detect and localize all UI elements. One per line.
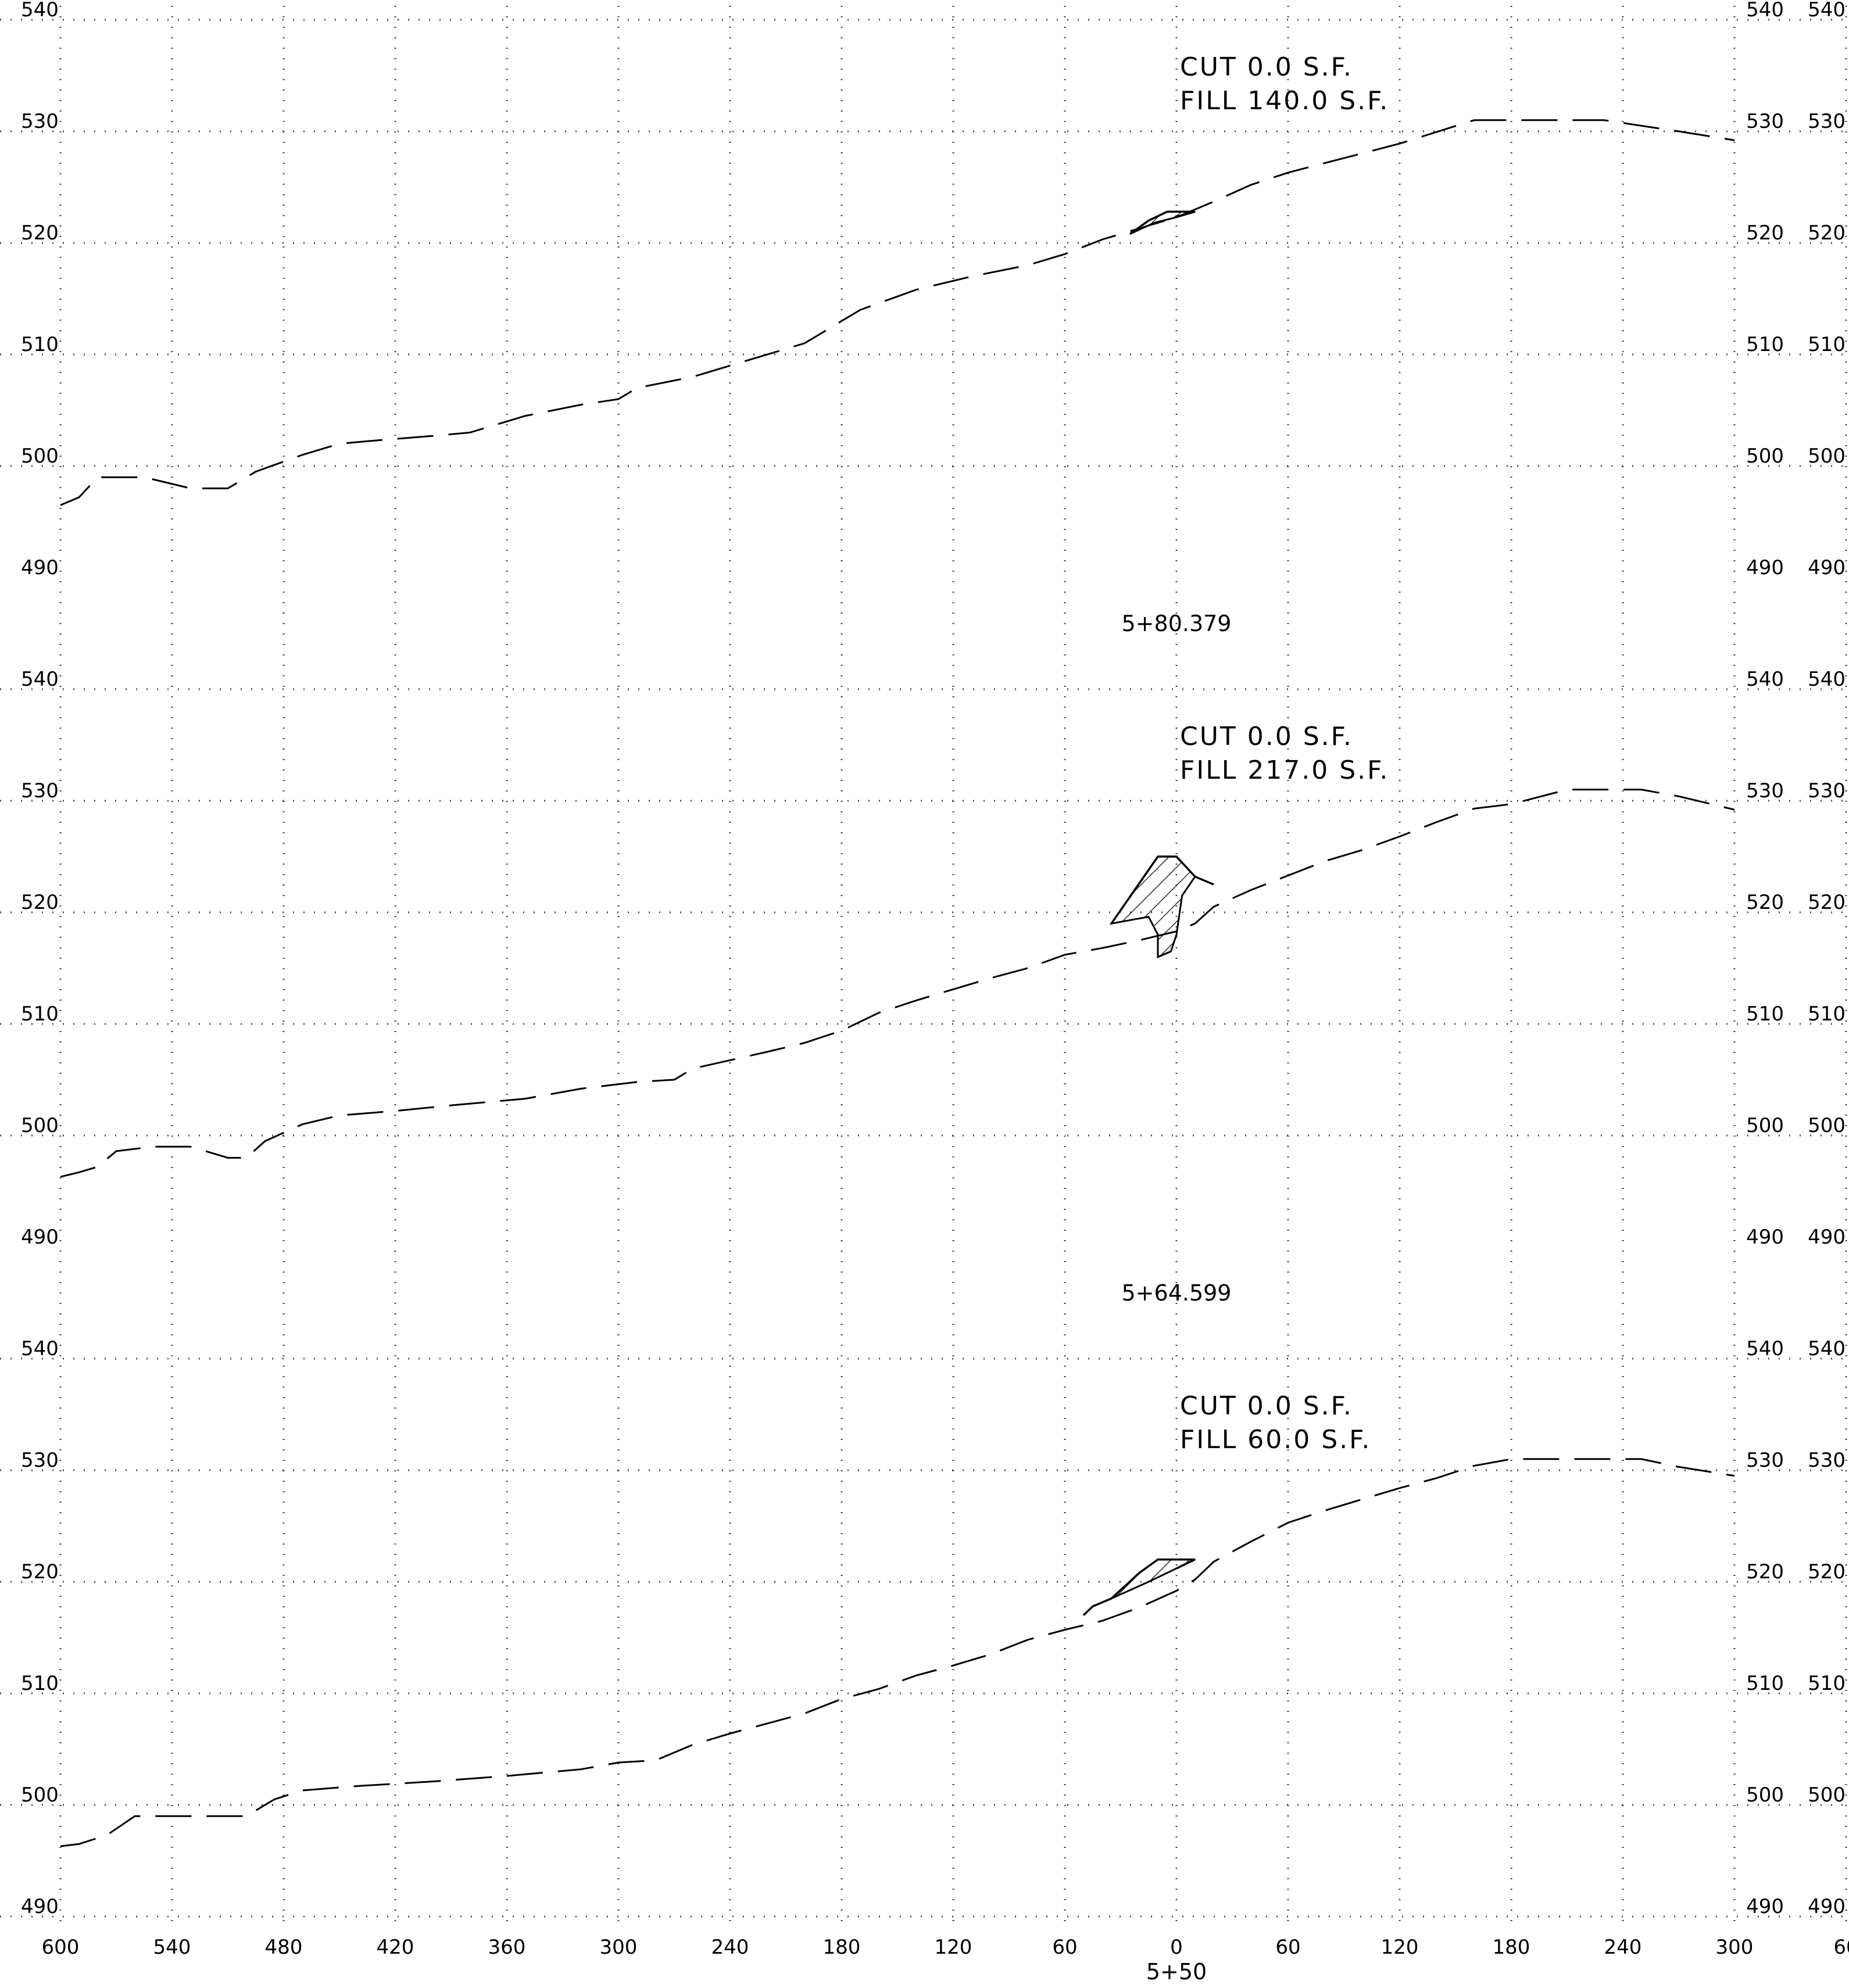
offset-tick-label: 240	[1604, 1936, 1642, 1959]
elevation-label-left: 510	[21, 1002, 59, 1026]
elevation-label-outer-right: 530	[1808, 110, 1846, 133]
offset-tick-label: 180	[1493, 1936, 1530, 1959]
elevation-label-left: 530	[21, 1449, 59, 1472]
elevation-label-left: 490	[21, 556, 59, 579]
elevation-label-left: 510	[21, 333, 59, 356]
cut-area-note: CUT 0.0 S.F.	[1180, 722, 1353, 751]
cross-section: CUT 0.0 S.F. FILL 140.0 S.F. 5+80.379	[60, 52, 1735, 636]
elevation-label-outer-right: 510	[1808, 1002, 1846, 1026]
cross-section: CUT 0.0 S.F. FILL 60.0 S.F. 5+50	[60, 1391, 1735, 1985]
offset-tick-label: 60	[1052, 1936, 1077, 1959]
offset-tick-label: 420	[377, 1936, 414, 1959]
station-label: 5+50	[1146, 1959, 1207, 1985]
fill-area-note: FILL 60.0 S.F.	[1180, 1425, 1371, 1455]
proposed-template-line	[1129, 210, 1196, 235]
offset-tick-label: 360	[488, 1936, 526, 1959]
offset-tick-label: 240	[711, 1936, 749, 1959]
station-label: 5+64.599	[1122, 1280, 1232, 1306]
fill-area-note: FILL 217.0 S.F.	[1180, 755, 1389, 785]
offset-tick-label: 60	[1275, 1936, 1300, 1959]
elevation-label-left: 500	[21, 1783, 59, 1807]
elevation-label-inner-right: 540	[1746, 0, 1784, 22]
elevation-label-inner-right: 500	[1746, 1114, 1784, 1137]
fill-area-note: FILL 140.0 S.F.	[1180, 86, 1389, 116]
offset-tick-label: 180	[823, 1936, 861, 1959]
elevation-label-inner-right: 490	[1746, 1895, 1784, 1918]
elevation-label-left: 490	[21, 1895, 59, 1918]
elevation-label-inner-right: 540	[1746, 1337, 1784, 1360]
offset-tick-label: 480	[265, 1936, 303, 1959]
elevation-label-outer-right: 500	[1808, 1114, 1846, 1137]
elevation-label-inner-right: 530	[1746, 1449, 1784, 1472]
elevation-label-left: 520	[21, 221, 59, 245]
grid-layer	[0, 6, 1849, 1928]
offset-tick-label: 120	[935, 1936, 972, 1959]
elevation-label-left: 540	[21, 0, 59, 22]
elevation-label-outer-right: 520	[1808, 221, 1846, 245]
offset-tick-label: 60	[1833, 1936, 1849, 1959]
proposed-template-line	[1082, 1558, 1196, 1616]
elevation-label-left: 530	[21, 779, 59, 803]
offset-tick-label: 600	[42, 1936, 80, 1959]
station-label: 5+80.379	[1122, 611, 1232, 636]
elevation-label-inner-right: 500	[1746, 1783, 1784, 1807]
offset-tick-label: 300	[600, 1936, 638, 1959]
elevation-label-inner-right: 490	[1746, 1226, 1784, 1249]
elevation-label-inner-right: 510	[1746, 1672, 1784, 1695]
elevation-label-inner-right: 540	[1746, 668, 1784, 691]
elevation-label-left: 520	[21, 891, 59, 914]
elevation-label-outer-right: 500	[1808, 445, 1846, 468]
cut-area-note: CUT 0.0 S.F.	[1180, 1391, 1353, 1421]
elevation-label-left: 530	[21, 110, 59, 133]
existing-ground-line	[60, 119, 1735, 506]
cross-section: CUT 0.0 S.F. FILL 217.0 S.F. 5+64.599	[60, 722, 1735, 1306]
elevation-label-inner-right: 500	[1746, 445, 1784, 468]
axis-layer: 540 540 540 530 530 530 520 520 520 510 510 510 500 5…	[21, 0, 1849, 1959]
elevation-label-inner-right: 520	[1746, 891, 1784, 914]
elevation-label-inner-right: 510	[1746, 1002, 1784, 1026]
elevation-label-left: 510	[21, 1672, 59, 1695]
elevation-label-outer-right: 490	[1808, 1226, 1846, 1249]
offset-tick-label: 300	[1716, 1936, 1754, 1959]
elevation-label-inner-right: 490	[1746, 556, 1784, 579]
elevation-label-outer-right: 540	[1808, 0, 1846, 22]
elevation-label-left: 520	[21, 1560, 59, 1584]
elevation-label-left: 500	[21, 1114, 59, 1137]
cut-area-note: CUT 0.0 S.F.	[1180, 52, 1353, 82]
elevation-label-inner-right: 520	[1746, 221, 1784, 245]
elevation-label-left: 540	[21, 668, 59, 691]
elevation-label-inner-right: 530	[1746, 110, 1784, 133]
elevation-label-inner-right: 510	[1746, 333, 1784, 356]
existing-ground-line	[60, 789, 1735, 1178]
elevation-label-outer-right: 530	[1808, 779, 1846, 803]
elevation-label-outer-right: 540	[1808, 1337, 1846, 1360]
elevation-label-outer-right: 520	[1808, 891, 1846, 914]
elevation-label-outer-right: 500	[1808, 1783, 1846, 1807]
elevation-label-outer-right: 490	[1808, 1895, 1846, 1918]
elevation-label-left: 490	[21, 1226, 59, 1249]
elevation-label-outer-right: 510	[1808, 1672, 1846, 1695]
elevation-label-left: 540	[21, 1337, 59, 1360]
offset-tick-label: 0	[1170, 1936, 1183, 1959]
elevation-label-outer-right: 540	[1808, 668, 1846, 691]
elevation-label-outer-right: 520	[1808, 1560, 1846, 1584]
elevation-label-outer-right: 490	[1808, 556, 1846, 579]
elevation-label-inner-right: 520	[1746, 1560, 1784, 1584]
elevation-label-outer-right: 510	[1808, 333, 1846, 356]
proposed-template-line	[1110, 855, 1214, 925]
existing-ground-line	[60, 1458, 1735, 1847]
elevation-label-inner-right: 530	[1746, 779, 1784, 803]
elevation-label-outer-right: 530	[1808, 1449, 1846, 1472]
offset-tick-label: 540	[153, 1936, 191, 1959]
elevation-label-left: 500	[21, 445, 59, 468]
offset-tick-label: 120	[1381, 1936, 1419, 1959]
